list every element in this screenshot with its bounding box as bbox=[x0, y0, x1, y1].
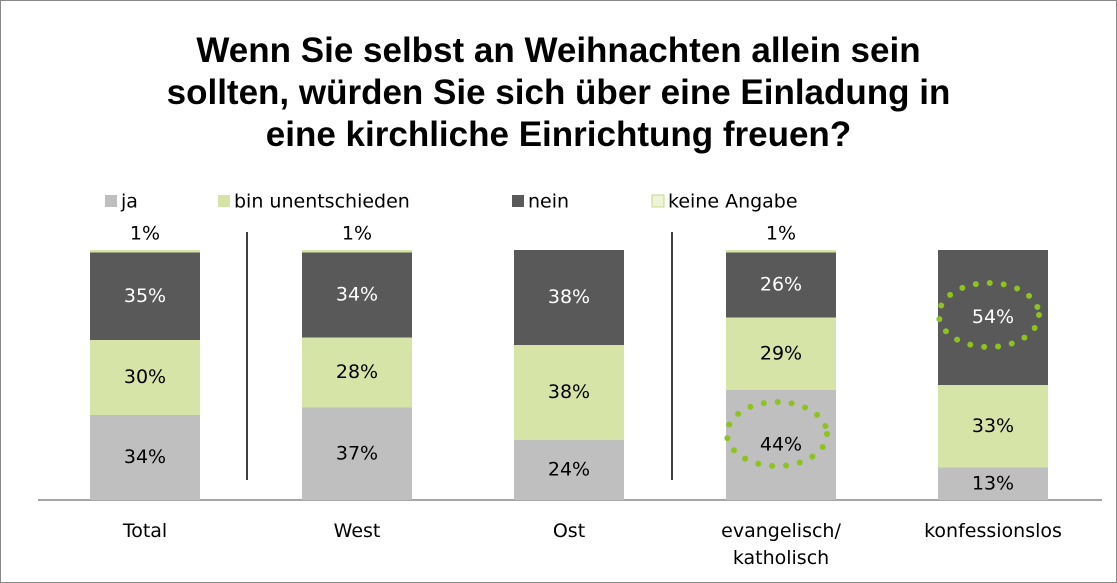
data-label: 13% bbox=[972, 472, 1014, 494]
data-label: 38% bbox=[548, 286, 590, 308]
bar-segment bbox=[726, 317, 836, 390]
data-label: 30% bbox=[124, 366, 166, 388]
bar-segment bbox=[302, 252, 412, 338]
legend-swatch bbox=[218, 195, 230, 207]
data-label: 33% bbox=[972, 415, 1014, 437]
bar-segment bbox=[90, 340, 200, 415]
bar-segment bbox=[514, 440, 624, 500]
bar-segment bbox=[90, 415, 200, 500]
data-label: 38% bbox=[548, 381, 590, 403]
legend-swatch bbox=[512, 195, 524, 207]
data-label: 54% bbox=[972, 306, 1014, 328]
bar-segment bbox=[514, 250, 624, 345]
highlight bbox=[724, 399, 830, 469]
data-label: 34% bbox=[124, 446, 166, 468]
data-label: 26% bbox=[760, 274, 802, 296]
data-label: 1% bbox=[766, 223, 796, 245]
data-label: 24% bbox=[548, 459, 590, 481]
highlight bbox=[936, 280, 1042, 350]
legend-swatch bbox=[651, 194, 665, 208]
x-tick-label: evangelisch/ katholisch bbox=[721, 520, 841, 569]
legend-label: nein bbox=[528, 191, 569, 213]
legend-label: bin unentschieden bbox=[234, 191, 410, 213]
data-label: 34% bbox=[336, 284, 378, 306]
data-label: 29% bbox=[760, 342, 802, 364]
bar-segment bbox=[726, 390, 836, 500]
legend-swatch bbox=[105, 195, 117, 207]
chart-title: Wenn Sie selbst an Weihnachten allein se… bbox=[166, 31, 951, 154]
bar-segment bbox=[302, 407, 412, 500]
legend-label: ja bbox=[120, 191, 138, 213]
x-tick-label: West bbox=[333, 520, 381, 542]
bar-segment bbox=[90, 250, 200, 253]
legend-label: keine Angabe bbox=[668, 191, 798, 213]
data-label: 44% bbox=[760, 434, 802, 456]
x-tick-label: Total bbox=[122, 520, 168, 542]
x-tick-label: konfessionslos bbox=[924, 520, 1062, 542]
bar-segment bbox=[514, 345, 624, 440]
bar-segment bbox=[302, 250, 412, 253]
bar-segment bbox=[938, 250, 1048, 385]
data-label: 35% bbox=[124, 285, 166, 307]
bar-segment bbox=[726, 252, 836, 318]
data-label: 1% bbox=[130, 223, 160, 245]
bar-segment bbox=[302, 337, 412, 408]
bar-segment bbox=[90, 252, 200, 340]
data-label: 37% bbox=[336, 442, 378, 464]
bar-segment bbox=[938, 467, 1048, 500]
data-label: 28% bbox=[336, 361, 378, 383]
bar-segment bbox=[726, 250, 836, 253]
data-label: 1% bbox=[342, 223, 372, 245]
x-tick-label: Ost bbox=[552, 520, 586, 542]
bar-segment bbox=[938, 385, 1048, 468]
